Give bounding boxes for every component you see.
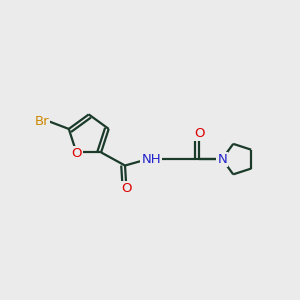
Text: NH: NH: [141, 153, 161, 166]
Text: O: O: [71, 147, 82, 161]
Text: O: O: [121, 182, 132, 195]
Text: O: O: [194, 127, 204, 140]
Text: N: N: [217, 153, 227, 166]
Text: Br: Br: [34, 115, 49, 128]
